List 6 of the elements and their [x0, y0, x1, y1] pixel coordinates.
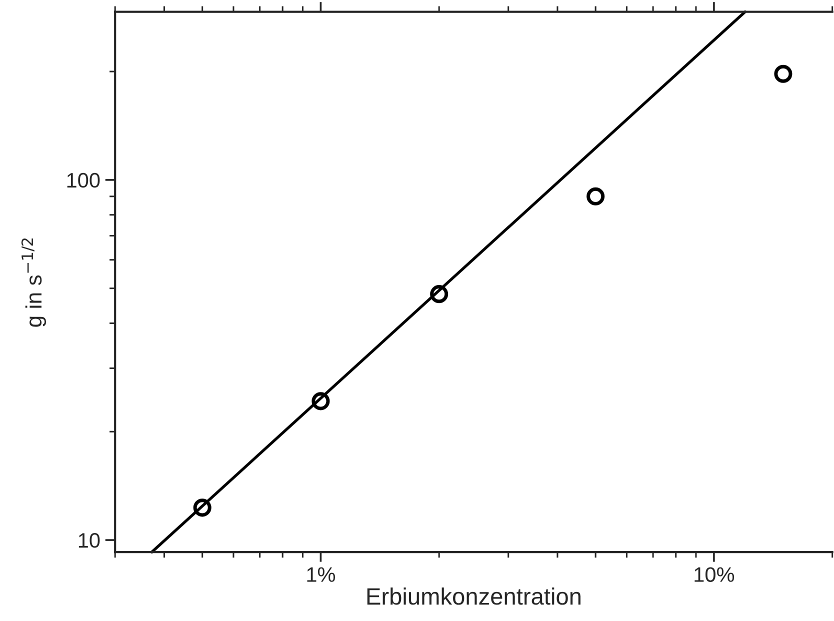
x-axis-title: Erbiumkonzentration: [367, 587, 580, 605]
y-tick-label: 100: [67, 172, 100, 188]
y-axis-title: g in s$^{−1/2}$: [21, 238, 46, 327]
x-tick-label: 1%: [307, 567, 336, 582]
x-tick-label: 10%: [694, 567, 734, 582]
y-tick-label: 10: [78, 533, 100, 548]
